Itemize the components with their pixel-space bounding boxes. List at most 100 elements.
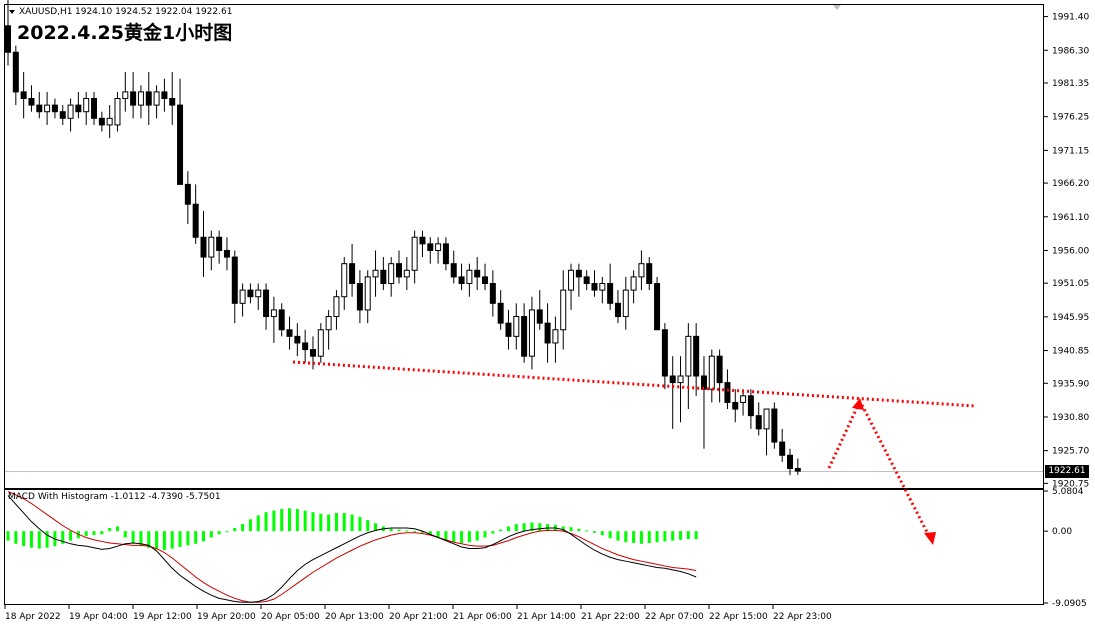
histogram-bar bbox=[178, 531, 182, 547]
histogram-bar bbox=[655, 531, 659, 543]
price-tick-label: 1981.35 bbox=[1052, 79, 1089, 89]
macd-main-line bbox=[7, 495, 697, 603]
candle bbox=[380, 257, 387, 291]
candle bbox=[693, 323, 700, 396]
candle bbox=[137, 85, 144, 119]
histogram-bar bbox=[288, 508, 292, 532]
histogram-bar bbox=[374, 523, 378, 532]
histogram-bar bbox=[428, 531, 432, 535]
candle bbox=[98, 111, 105, 132]
candle bbox=[654, 276, 661, 331]
shift-marker-icon[interactable] bbox=[833, 5, 841, 10]
candle bbox=[614, 290, 621, 324]
candle bbox=[560, 270, 567, 350]
candle bbox=[661, 323, 668, 390]
candle bbox=[294, 323, 301, 357]
candle bbox=[388, 257, 395, 297]
histogram-bar bbox=[538, 523, 542, 532]
histogram-bar bbox=[202, 531, 205, 542]
histogram-bar bbox=[108, 527, 112, 532]
histogram-bar bbox=[139, 531, 143, 547]
candle bbox=[521, 303, 528, 363]
histogram-bar bbox=[366, 520, 370, 532]
candle bbox=[239, 283, 246, 317]
price-tick-label: 1935.90 bbox=[1052, 379, 1089, 389]
histogram-bar bbox=[350, 514, 354, 532]
histogram-bar bbox=[248, 519, 252, 532]
price-tick-label: 1961.10 bbox=[1052, 213, 1089, 223]
candle bbox=[208, 230, 215, 271]
histogram-bar bbox=[577, 528, 581, 532]
arrow-up-head-icon bbox=[852, 398, 864, 410]
candle bbox=[528, 296, 535, 370]
time-tick-label: 18 Apr 2022 bbox=[5, 612, 61, 622]
candle bbox=[763, 408, 770, 456]
histogram-bar bbox=[217, 531, 221, 535]
histogram-bar bbox=[131, 531, 135, 544]
candle bbox=[450, 250, 457, 284]
candle bbox=[83, 91, 90, 125]
histogram-bar bbox=[295, 509, 299, 532]
candle bbox=[575, 263, 582, 297]
histogram-bar bbox=[600, 531, 604, 536]
time-axis: 18 Apr 2022 19 Apr 04:00 19 Apr 12:00 19 Ap… bbox=[4, 604, 832, 622]
candle bbox=[169, 72, 176, 125]
histogram-bar bbox=[460, 531, 464, 544]
candle bbox=[466, 263, 473, 297]
price-tick-label: 1945.95 bbox=[1052, 313, 1089, 323]
candle bbox=[513, 303, 520, 350]
price-tick-label: 1976.25 bbox=[1052, 113, 1089, 123]
histogram-bar bbox=[624, 531, 628, 543]
histogram-bar bbox=[92, 531, 96, 536]
price-tick-label: 1920.75 bbox=[1052, 479, 1089, 489]
histogram-bar bbox=[272, 510, 276, 532]
histogram-bar bbox=[327, 514, 331, 532]
current-price-badge: 1922.61 bbox=[1045, 465, 1089, 478]
candle bbox=[372, 250, 379, 297]
chart-menu-dropdown-icon[interactable] bbox=[9, 10, 15, 14]
candle bbox=[114, 91, 121, 132]
candle bbox=[349, 243, 356, 297]
candle bbox=[91, 91, 98, 125]
histogram-bar bbox=[358, 516, 362, 532]
histogram-bar bbox=[155, 531, 159, 550]
candle bbox=[255, 283, 262, 310]
candle bbox=[317, 323, 324, 363]
macd-tick-label: 0.00 bbox=[1052, 527, 1072, 537]
histogram-bar bbox=[444, 531, 448, 540]
candle bbox=[75, 91, 82, 119]
histogram-bar bbox=[522, 523, 526, 532]
price-tick-label: 1971.15 bbox=[1052, 146, 1089, 156]
candle bbox=[333, 290, 340, 330]
price-axis: 1991.40 1986.30 1981.35 1976.25 1971.15 1966.… bbox=[1043, 13, 1089, 489]
histogram-bar bbox=[61, 531, 65, 544]
candle bbox=[771, 402, 778, 449]
time-tick-label: 19 Apr 12:00 bbox=[133, 612, 192, 622]
histogram-bar bbox=[186, 531, 190, 546]
candle bbox=[497, 290, 504, 330]
candle bbox=[325, 309, 332, 350]
histogram-bar bbox=[162, 531, 166, 551]
candle bbox=[145, 72, 152, 125]
candle bbox=[247, 283, 254, 304]
time-tick-label: 20 Apr 21:00 bbox=[389, 612, 448, 622]
histogram-bar bbox=[405, 530, 409, 532]
candle bbox=[732, 389, 739, 423]
candle bbox=[419, 230, 426, 258]
macd-indicator-label: MACD With Histogram -1.0112 -4.7390 -5.7… bbox=[8, 492, 221, 502]
histogram-bar bbox=[663, 531, 667, 542]
histogram-bar bbox=[436, 531, 440, 538]
price-tick-label: 1966.20 bbox=[1052, 179, 1089, 189]
candle bbox=[544, 303, 551, 363]
candle bbox=[622, 276, 629, 330]
candle bbox=[435, 237, 442, 264]
candle bbox=[28, 85, 35, 112]
candle bbox=[716, 349, 723, 403]
histogram-bar bbox=[147, 531, 151, 548]
candle bbox=[442, 237, 449, 271]
price-tick-label: 1956.00 bbox=[1052, 246, 1089, 256]
candle bbox=[396, 250, 402, 284]
histogram-bar bbox=[420, 531, 424, 533]
candle bbox=[787, 448, 793, 476]
